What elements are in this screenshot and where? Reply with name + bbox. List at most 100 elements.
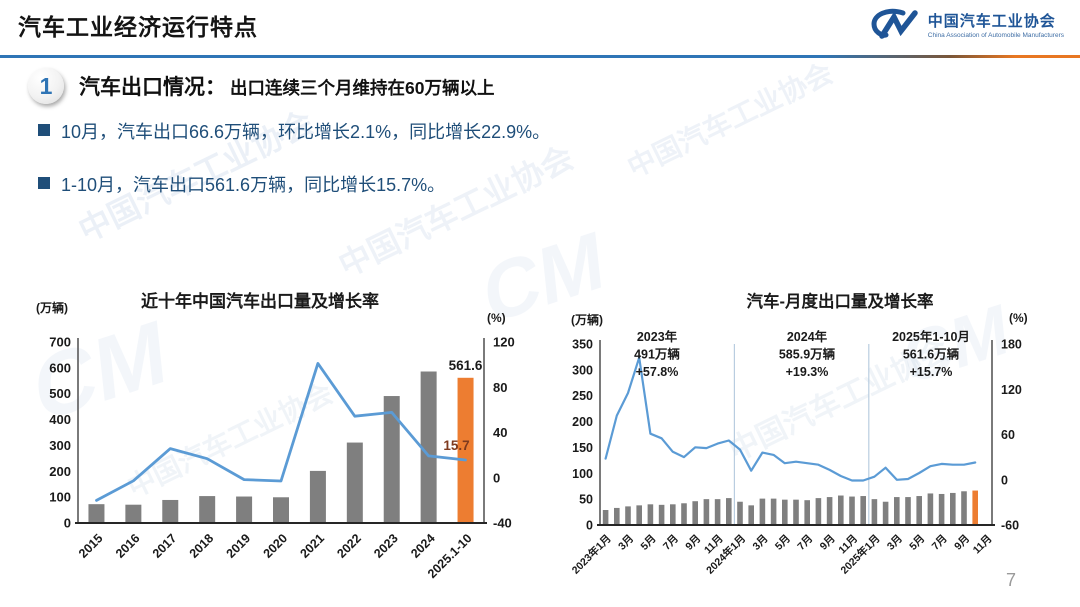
left-axis-unit: (万辆) [571, 312, 603, 327]
export-volume-bar [838, 495, 844, 525]
left-chart-annual-exports: 近十年中国汽车出口量及增长率(万辆)(%)0100200300400500600… [36, 291, 515, 581]
export-volume-bar [636, 505, 642, 525]
right-axis-unit: (%) [1009, 311, 1028, 325]
export-volume-bar [88, 504, 105, 523]
right-axis-tick: 40 [493, 425, 507, 440]
export-volume-bar [681, 503, 687, 525]
export-volume-bar [961, 491, 967, 525]
export-volume-bar [972, 490, 978, 525]
section-heading-sub: 出口连续三个月维持在60万辆以上 [230, 78, 495, 98]
right-axis-tick: 0 [1001, 473, 1008, 487]
right-axis-tick: -40 [493, 516, 512, 531]
left-axis-tick: 400 [49, 412, 71, 427]
x-axis-tick: 5月 [773, 533, 793, 553]
x-axis-tick: 2016 [113, 531, 143, 561]
export-volume-bar [162, 499, 179, 523]
annotation-text: +57.8% [636, 365, 679, 379]
bullet-text: 10月，汽车出口66.6万辆，环比增长2.1%，同比增长22.9%。 [61, 122, 551, 142]
annotation-text: 2024年 [787, 329, 828, 344]
export-volume-bar [804, 500, 810, 525]
export-volume-bar [737, 501, 743, 525]
x-axis-tick: 3月 [616, 533, 636, 553]
export-volume-bar [714, 499, 721, 525]
x-axis-tick: 7月 [795, 533, 815, 553]
export-volume-bar [759, 498, 766, 525]
x-axis-tick: 7月 [930, 533, 950, 553]
export-volume-bar [927, 493, 934, 525]
x-axis-tick: 2023年1月 [569, 532, 614, 577]
export-volume-bar [894, 497, 900, 525]
export-volume-bar [748, 505, 754, 525]
x-axis-tick: 2020 [261, 531, 291, 561]
page-number: 7 [1006, 570, 1017, 590]
growth-rate-line [604, 356, 977, 482]
last-bar-value-label: 561.6 [449, 358, 483, 373]
section-heading: 汽车出口情况： 出口连续三个月维持在60万辆以上 [79, 71, 494, 101]
left-axis-tick: 0 [586, 519, 593, 533]
export-volume-bar [383, 396, 400, 523]
x-axis-tick: 2017 [150, 531, 180, 561]
left-axis-tick: 350 [572, 338, 593, 352]
export-volume-bar [916, 496, 922, 525]
export-volume-bar [871, 499, 878, 525]
export-volume-bar [815, 498, 822, 525]
left-axis-tick: 600 [49, 360, 71, 375]
bullet-item: 1-10月，汽车出口561.6万辆，同比增长15.7%。 [38, 171, 550, 197]
left-axis-tick: 200 [572, 415, 593, 429]
annotation-text: 491万辆 [634, 347, 680, 362]
export-volume-bar [782, 499, 788, 525]
left-axis-tick: 0 [64, 516, 71, 531]
annotation-text: +15.7% [910, 365, 953, 379]
growth-rate-line [95, 362, 467, 502]
right-axis-tick: 120 [1001, 383, 1022, 397]
export-volume-bar [882, 501, 889, 525]
export-volume-bar [905, 497, 911, 525]
export-volume-bar [849, 496, 855, 525]
x-axis-tick: 5月 [638, 533, 658, 553]
left-axis-tick: 300 [49, 438, 71, 453]
bullet-list: 10月，汽车出口66.6万辆，环比增长2.1%，同比增长22.9%。 1-10月… [38, 118, 550, 224]
x-axis-tick: 2015 [76, 531, 106, 561]
export-volume-bar [236, 496, 253, 523]
export-volume-bar [614, 507, 620, 525]
x-axis-tick: 9月 [683, 533, 703, 553]
x-axis-tick: 7月 [661, 533, 681, 553]
logo-name-en: China Association of Automobile Manufact… [927, 31, 1064, 39]
chart-title: 汽车-月度出口量及增长率 [747, 291, 934, 311]
export-volume-bar [950, 492, 956, 525]
right-axis-tick: 80 [493, 380, 507, 395]
export-volume-bar [199, 496, 216, 523]
export-volume-bar [670, 504, 676, 525]
right-axis-tick: 120 [493, 335, 515, 350]
annotation-text: 561.6万辆 [903, 347, 960, 362]
page-title: 汽车工业经济运行特点 [18, 14, 258, 40]
export-volume-bar [692, 501, 698, 525]
left-axis-tick: 300 [572, 363, 593, 377]
x-axis-tick: 2024 [408, 531, 438, 561]
left-axis-unit: (万辆) [36, 300, 68, 315]
export-volume-bar [273, 497, 289, 523]
export-volume-bar [658, 504, 665, 525]
left-axis-tick: 100 [49, 490, 71, 505]
export-volume-bar [420, 371, 437, 523]
export-volume-bar [309, 470, 326, 523]
export-volume-bar [793, 499, 799, 525]
bullet-item: 10月，汽车出口66.6万辆，环比增长2.1%，同比增长22.9%。 [38, 118, 550, 144]
x-axis-tick: 9月 [952, 533, 972, 553]
x-axis-tick: 2019 [224, 531, 254, 561]
x-axis-tick: 3月 [885, 533, 905, 553]
right-axis-tick: 180 [1001, 338, 1022, 352]
annotation-text: 2023年 [637, 329, 678, 344]
x-axis-tick: 2022 [334, 531, 364, 561]
left-axis-tick: 150 [572, 441, 593, 455]
export-volume-bar [826, 497, 833, 525]
right-axis-unit: (%) [487, 311, 506, 325]
annotation-text: 2025年1-10月 [892, 329, 970, 344]
section-number-badge: 1 [28, 68, 64, 104]
export-volume-bar [457, 377, 474, 523]
export-volume-bar [938, 493, 945, 525]
title-divider [0, 55, 1080, 58]
x-axis-tick: 3月 [750, 533, 770, 553]
bullet-square-icon [38, 177, 50, 189]
annotation-text: 585.9万辆 [779, 347, 836, 362]
